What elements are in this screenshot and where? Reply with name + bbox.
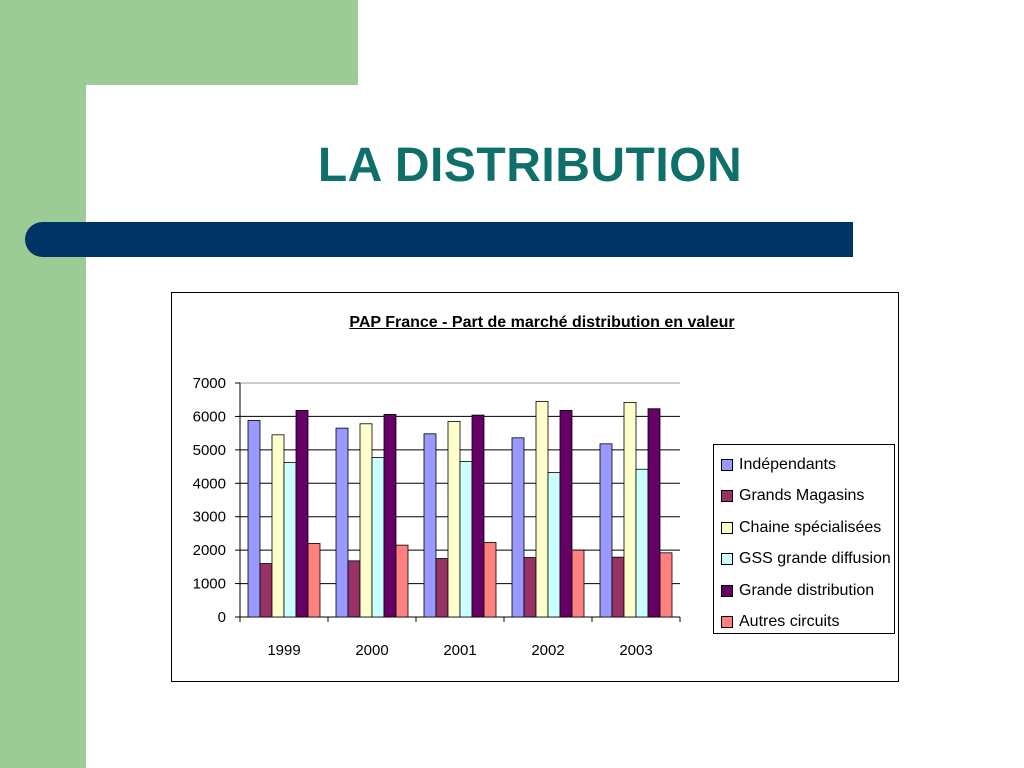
chart-plot: 0 1000 2000 3000 4000 5000 6000 7000 1999 2000 200… <box>193 375 681 659</box>
bar <box>271 434 285 618</box>
bar <box>523 557 537 618</box>
legend-item: Grande distribution <box>714 575 894 607</box>
y-tick-label: 7000 <box>193 375 226 392</box>
legend-item: GSS grande diffusion <box>714 544 894 576</box>
y-tick-label: 1000 <box>193 576 226 593</box>
y-tick-label: 2000 <box>193 542 226 559</box>
bar <box>459 461 473 618</box>
decor-green-top <box>0 0 358 85</box>
bar <box>535 400 549 618</box>
legend-label: GSS grande diffusion <box>739 550 891 568</box>
legend-item: Grands Magasins <box>714 481 894 513</box>
legend-swatch <box>721 458 733 471</box>
x-tick-label: 1999 <box>267 642 300 659</box>
bar <box>647 408 661 618</box>
legend-swatch <box>721 553 733 566</box>
bar <box>395 544 409 618</box>
bar <box>447 421 461 618</box>
x-tick-label: 2001 <box>443 642 476 659</box>
y-tick-label: 5000 <box>193 442 226 459</box>
legend-label: Grande distribution <box>739 581 875 599</box>
x-tick-label: 2002 <box>531 642 564 659</box>
bar <box>623 401 637 618</box>
y-tick-label: 6000 <box>193 408 226 425</box>
legend-swatch <box>721 490 733 503</box>
legend-item: Autres circuits <box>714 607 894 639</box>
bar <box>599 443 613 618</box>
decor-green-side <box>0 0 86 768</box>
bar <box>547 472 561 618</box>
bar <box>659 552 673 618</box>
y-tick-label: 0 <box>218 609 226 626</box>
legend-label: Chaine spécialisées <box>739 518 882 536</box>
bar <box>471 414 485 618</box>
bar <box>423 433 437 618</box>
chart-legend: Indépendants Grands Magasins Chaine spécia… <box>713 444 895 634</box>
chart-title: PAP France - Part de marché distribution… <box>172 314 912 332</box>
legend-item: Indépendants <box>714 449 894 481</box>
bar <box>435 558 449 618</box>
bar <box>383 414 397 618</box>
bar <box>483 542 497 618</box>
bar <box>247 420 261 618</box>
chart: PAP France - Part de marché distribution… <box>171 292 899 682</box>
legend-swatch <box>721 584 733 597</box>
bar <box>371 457 385 618</box>
legend-swatch <box>721 616 733 629</box>
bar <box>295 410 309 618</box>
slide-title: LA DISTRIBUTION <box>317 139 743 192</box>
legend-label: Indépendants <box>739 455 836 473</box>
x-tick-label: 2000 <box>355 642 388 659</box>
legend-label: Grands Magasins <box>739 487 865 505</box>
y-tick-label: 4000 <box>193 475 226 492</box>
y-tick-label: 3000 <box>193 509 226 526</box>
bar <box>635 468 649 618</box>
bar <box>335 427 349 618</box>
bar <box>559 410 573 618</box>
legend-swatch <box>721 521 733 534</box>
bar <box>347 560 361 618</box>
legend-item: Chaine spécialisées <box>714 512 894 544</box>
title-underline-bar <box>25 222 853 257</box>
x-tick-label: 2003 <box>619 642 652 659</box>
bar <box>283 462 297 618</box>
chart-title-text: PAP France - Part de marché distribution… <box>349 314 735 331</box>
bar <box>611 556 625 618</box>
bar <box>571 549 585 618</box>
bar <box>259 563 273 618</box>
legend-label: Autres circuits <box>739 613 840 631</box>
bar <box>511 437 525 618</box>
bar <box>307 543 321 618</box>
bar <box>359 423 373 618</box>
